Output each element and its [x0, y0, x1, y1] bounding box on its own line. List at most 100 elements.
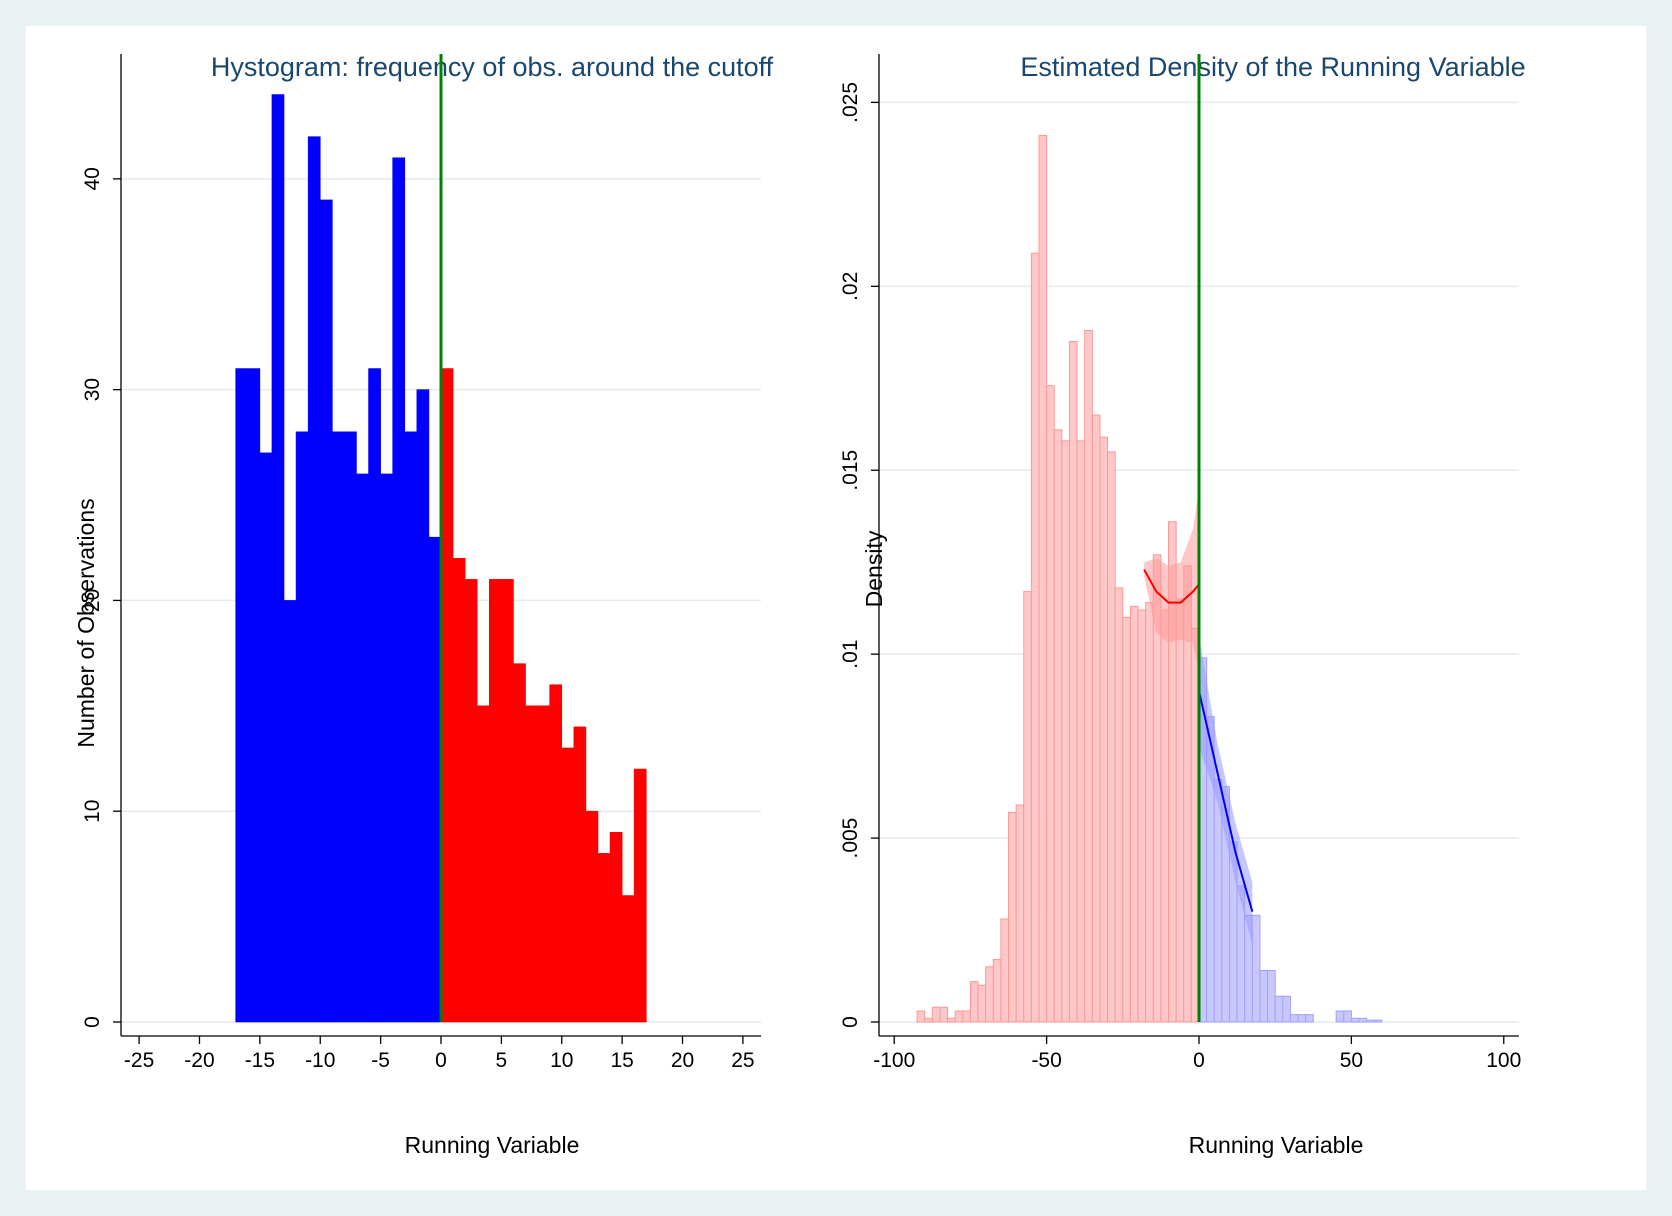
bar — [621, 895, 635, 1023]
x-tick-label: 15 — [610, 1049, 633, 1072]
bar — [585, 810, 599, 1023]
bar — [992, 958, 1002, 1023]
bar — [271, 94, 285, 1023]
x-tick-label: 5 — [496, 1049, 508, 1072]
bar — [1366, 1019, 1375, 1023]
bar — [464, 579, 478, 1023]
bar — [368, 368, 381, 1023]
bar — [1084, 329, 1093, 1023]
bar — [1350, 1017, 1360, 1023]
bar — [609, 831, 623, 1023]
histogram-panel: Hystogram: frequency of obs. around the … — [73, 52, 774, 1158]
x-tick-label: -5 — [371, 1049, 390, 1072]
bar — [962, 1010, 971, 1023]
confidence-band — [1144, 488, 1199, 673]
bar — [1099, 436, 1109, 1023]
bar — [985, 966, 994, 1023]
bar — [1091, 414, 1101, 1023]
y-tick-label: .015 — [839, 450, 862, 491]
bar — [931, 1006, 941, 1023]
bar — [235, 368, 249, 1023]
bar — [1267, 970, 1276, 1023]
bar — [1114, 587, 1124, 1023]
bar — [549, 684, 563, 1023]
y-tick-label: 30 — [81, 378, 104, 401]
bar — [1282, 995, 1291, 1023]
bar — [1107, 451, 1116, 1023]
bar — [416, 389, 430, 1023]
bar — [573, 726, 587, 1023]
bar — [954, 1010, 964, 1023]
bar — [452, 557, 466, 1023]
bar — [1259, 970, 1269, 1023]
bar — [428, 536, 442, 1023]
y-tick-label: 0 — [839, 1016, 862, 1028]
y-axis-title: Density — [861, 530, 887, 607]
bar — [1068, 340, 1078, 1023]
bar — [476, 705, 490, 1023]
bar — [916, 1010, 926, 1023]
chart-title: Hystogram: frequency of obs. around the … — [211, 52, 774, 82]
y-tick-label: .025 — [839, 82, 862, 123]
bar — [247, 368, 261, 1023]
bar — [1175, 598, 1185, 1023]
bar — [392, 157, 406, 1023]
x-tick-label: -20 — [184, 1049, 214, 1072]
bar — [977, 984, 987, 1023]
bar — [489, 579, 502, 1023]
bar — [1145, 602, 1154, 1023]
bar — [1343, 1010, 1352, 1023]
bar — [1137, 609, 1147, 1023]
bar — [633, 768, 647, 1023]
x-tick-label: -50 — [1031, 1049, 1061, 1072]
bar — [1305, 1014, 1314, 1023]
bar — [1023, 591, 1032, 1023]
bar — [1008, 811, 1017, 1023]
bar — [1289, 1014, 1299, 1023]
x-tick-label: -25 — [124, 1049, 154, 1072]
y-tick-label: .02 — [839, 272, 862, 301]
bar — [1373, 1019, 1383, 1023]
x-tick-label: 100 — [1486, 1049, 1521, 1072]
bar — [969, 981, 979, 1023]
x-tick-label: -10 — [305, 1049, 335, 1072]
bar — [1297, 1014, 1307, 1023]
x-tick-label: 50 — [1340, 1049, 1363, 1072]
figure: Hystogram: frequency of obs. around the … — [26, 26, 1646, 1190]
bar — [561, 747, 575, 1023]
x-axis-title: Running Variable — [405, 1132, 580, 1158]
bar — [525, 705, 538, 1023]
bar — [319, 199, 333, 1023]
density-panel: Estimated Density of the Running Variabl… — [839, 52, 1526, 1158]
density-fit-line — [1198, 690, 1254, 912]
density-fit-line — [1143, 569, 1200, 604]
bar — [1015, 804, 1025, 1023]
bar — [939, 1006, 949, 1023]
bar — [1038, 134, 1048, 1023]
bar — [1160, 609, 1170, 1023]
y-tick-label: 40 — [81, 167, 104, 190]
bar — [1129, 605, 1139, 1023]
y-tick-label: 0 — [81, 1016, 104, 1028]
x-tick-label: 0 — [1193, 1049, 1205, 1072]
bar — [1000, 918, 1010, 1023]
bar — [1274, 995, 1284, 1023]
bar — [513, 663, 526, 1023]
bar — [356, 473, 369, 1023]
bar — [1030, 252, 1040, 1023]
bar — [344, 431, 357, 1023]
chart-title: Estimated Density of the Running Variabl… — [1020, 52, 1525, 82]
bar — [597, 853, 611, 1023]
charts-canvas: Hystogram: frequency of obs. around the … — [73, 52, 1526, 1158]
bar — [1251, 914, 1261, 1023]
bar — [307, 136, 321, 1023]
bar — [537, 705, 550, 1023]
bar — [259, 452, 273, 1023]
y-tick-label: .005 — [839, 818, 862, 859]
x-tick-label: 25 — [731, 1049, 754, 1072]
x-tick-label: -100 — [873, 1049, 915, 1072]
bar — [440, 368, 454, 1023]
bar — [924, 1017, 933, 1023]
x-tick-label: 0 — [435, 1049, 447, 1072]
bar — [295, 431, 309, 1023]
